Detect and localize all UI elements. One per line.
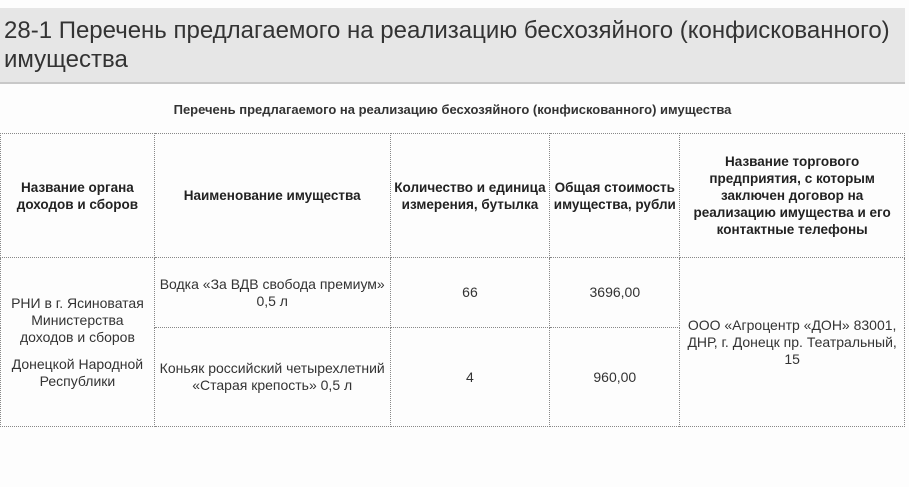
table-row: РНИ в г. Ясиноватая Министерства доходов… bbox=[0, 257, 905, 427]
organ-region: Донецкой Народной Республики bbox=[11, 355, 144, 389]
item-cost: 3696,00 bbox=[549, 257, 681, 328]
table-caption: Перечень предлагаемого на реализацию бес… bbox=[173, 102, 732, 117]
item-qty: 4 bbox=[389, 327, 551, 427]
item-name: Коньяк российский четырехлетний «Старая … bbox=[153, 327, 391, 427]
item-name: Водка «За ВДВ свобода премиум» 0,5 л bbox=[153, 257, 391, 328]
column-header: Общая стоимость имущества, рубли bbox=[549, 133, 681, 258]
page-header: 28-1 Перечень предлагаемого на реализаци… bbox=[0, 8, 905, 84]
column-header: Наименование имущества bbox=[153, 133, 391, 258]
table-header-row: Название органа доходов и сборов Наимено… bbox=[0, 133, 905, 258]
organ-name: РНИ в г. Ясиноватая Министерства доходов… bbox=[11, 294, 144, 345]
column-header: Название торгового предприятия, с которы… bbox=[679, 133, 905, 258]
column-header: Количество и единица измерения, бутылка bbox=[389, 133, 551, 258]
column-header: Название органа доходов и сборов bbox=[0, 133, 155, 258]
organ-cell: РНИ в г. Ясиноватая Министерства доходов… bbox=[0, 257, 155, 427]
item-qty: 66 bbox=[389, 257, 551, 328]
item-cost: 960,00 bbox=[549, 327, 681, 427]
page-title: 28-1 Перечень предлагаемого на реализаци… bbox=[4, 17, 890, 73]
property-table: Название органа доходов и сборов Наимено… bbox=[0, 133, 905, 427]
table-row: Коньяк российский четырехлетний «Старая … bbox=[1, 327, 905, 427]
enterprise-cell: ООО «Агроцентр «ДОН» 83001, ДНР, г. Доне… bbox=[679, 257, 905, 427]
